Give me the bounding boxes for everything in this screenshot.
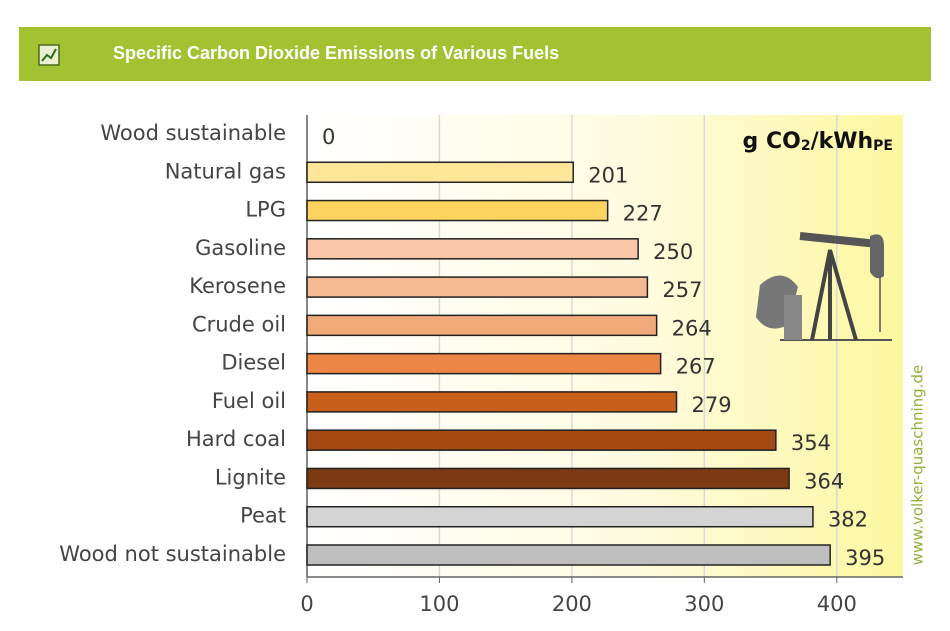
y-tick-label: Peat <box>240 504 286 528</box>
bar <box>306 352 662 375</box>
value-label: 264 <box>672 316 712 340</box>
bar <box>306 544 831 566</box>
unit-label-part: /kWh <box>811 129 874 154</box>
source-label: www.volker-quaschning.de <box>909 365 927 565</box>
y-tick-label: Gasoline <box>195 236 286 260</box>
header-title: Specific Carbon Dioxide Emissions of Var… <box>113 43 559 63</box>
plot-background <box>307 115 903 577</box>
value-label: 364 <box>804 469 844 493</box>
y-tick-label: Hard coal <box>186 427 286 451</box>
value-label: 201 <box>588 163 628 187</box>
bar <box>306 199 609 222</box>
value-label: 250 <box>653 240 693 264</box>
y-tick-label: Crude oil <box>192 312 286 336</box>
bar <box>306 505 814 528</box>
x-tick-label: 0 <box>300 592 313 616</box>
value-label: 395 <box>845 546 885 570</box>
bar <box>306 161 574 184</box>
y-tick-label: Wood not sustainable <box>59 542 286 566</box>
value-label: 257 <box>662 278 702 302</box>
unit-label-part: PE <box>873 138 893 154</box>
y-tick-label: Fuel oil <box>212 389 286 413</box>
bar <box>306 238 639 260</box>
pump-housing <box>784 295 802 340</box>
value-label: 267 <box>676 355 716 379</box>
pump-beam <box>799 232 879 248</box>
value-label: 279 <box>692 393 732 417</box>
pump-frame <box>810 249 858 341</box>
bar <box>306 276 649 298</box>
y-tick-label: Diesel <box>221 351 286 375</box>
x-tick-label: 400 <box>817 592 857 616</box>
x-tick-label: 100 <box>419 592 459 616</box>
value-label: 382 <box>828 508 868 532</box>
y-tick-label: Natural gas <box>165 159 286 183</box>
y-tick-label: Kerosene <box>189 274 286 298</box>
value-label: 354 <box>791 431 831 455</box>
x-tick-label: 300 <box>684 592 724 616</box>
unit-label-part: 2 <box>801 138 811 154</box>
y-tick-label: Wood sustainable <box>100 121 286 145</box>
bar <box>306 391 678 413</box>
header-icon <box>38 44 60 66</box>
pump-head <box>870 234 884 279</box>
pump-jack-illustration <box>756 232 892 341</box>
unit-label-part: g CO <box>743 129 801 154</box>
y-tick-label: LPG <box>245 198 286 222</box>
y-tick-label: Lignite <box>215 465 286 489</box>
value-label: 227 <box>623 202 663 226</box>
unit-label: g CO2/kWhPE <box>743 129 893 154</box>
header-bar <box>19 27 931 81</box>
x-tick-label: 200 <box>552 592 592 616</box>
bar <box>306 429 777 451</box>
value-label: 0 <box>322 125 335 149</box>
bar <box>306 314 658 337</box>
bar <box>306 467 790 490</box>
